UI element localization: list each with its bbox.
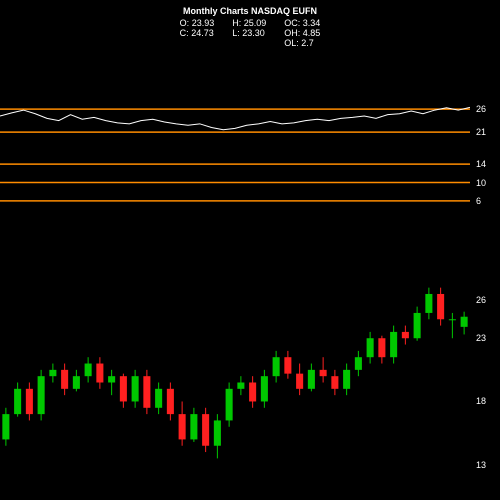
y-tick-label: 13 [476, 460, 486, 470]
y-tick-label: 21 [476, 127, 486, 137]
y-tick-label: 10 [476, 178, 486, 188]
stat-oc: 3.34 [303, 18, 321, 28]
stat-high: 25.09 [244, 18, 267, 28]
chart-title: Monthly Charts NASDAQ EUFN [0, 6, 500, 16]
stat-ol: 2.7 [301, 38, 314, 48]
y-tick-label: 26 [476, 295, 486, 305]
stat-oh: 4.85 [303, 28, 321, 38]
upper-line-chart [0, 100, 470, 210]
y-tick-label: 23 [476, 333, 486, 343]
y-tick-label: 14 [476, 159, 486, 169]
y-tick-label: 26 [476, 104, 486, 114]
y-tick-label: 6 [476, 196, 481, 206]
ohlc-stats: O: 23.93 C: 24.73 H: 25.09 L: 23.30 OC: … [180, 18, 321, 48]
chart-header: Monthly Charts NASDAQ EUFN O: 23.93 C: 2… [0, 6, 500, 48]
stat-low: 23.30 [242, 28, 265, 38]
y-tick-label: 18 [476, 396, 486, 406]
stat-close: 24.73 [191, 28, 214, 38]
lower-candlestick-chart [0, 275, 470, 490]
upper-y-axis: 26 21 14 10 6 [472, 100, 500, 210]
stat-open: 23.93 [192, 18, 215, 28]
lower-y-axis: 26 23 18 13 [472, 275, 500, 490]
